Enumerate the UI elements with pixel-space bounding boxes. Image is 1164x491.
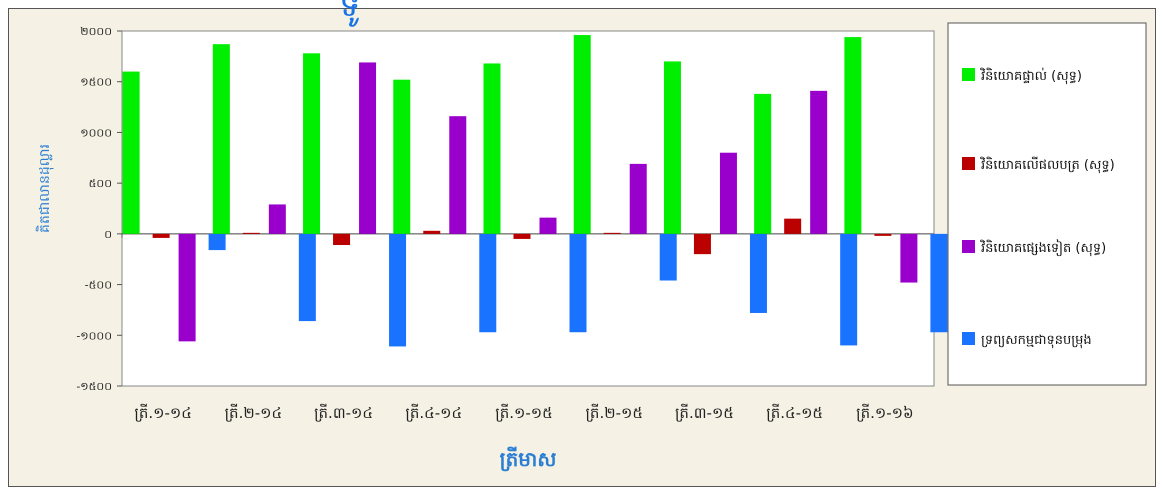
bar bbox=[393, 79, 411, 234]
y-axis: -១៥០០ -១០០០ -៥០០ ០ ៥០០ ១០០០ ១៥០០ ២០០០ bbox=[76, 25, 934, 393]
bar bbox=[749, 233, 767, 313]
x-axis-label: ត្រីមាស bbox=[500, 446, 557, 472]
y-tick-label: -១៥០០ bbox=[76, 380, 112, 393]
bar bbox=[874, 233, 892, 236]
bar bbox=[242, 232, 260, 234]
x-tick-label: ត្រី.២-១៥ bbox=[585, 403, 643, 422]
legend-swatch bbox=[962, 157, 975, 170]
y-tick-label: -៥០០ bbox=[85, 279, 112, 292]
bar bbox=[754, 93, 772, 234]
bar bbox=[152, 233, 170, 238]
legend-items: វិនិយោគផ្ទាល់ (សុទ្ធ) វិនិយោគលើផលបត្រ (សុ… bbox=[962, 67, 1115, 349]
legend-label: វិនិយោគលើផលបត្រ (សុទ្ធ) bbox=[980, 156, 1115, 174]
bar bbox=[930, 233, 948, 333]
bar bbox=[719, 152, 737, 234]
bar bbox=[539, 217, 557, 234]
bars bbox=[122, 35, 948, 347]
bar bbox=[629, 163, 647, 234]
x-tick-label: ត្រី.១-១៦ bbox=[856, 403, 914, 422]
bar bbox=[212, 44, 230, 234]
legend-swatch bbox=[962, 68, 975, 81]
bar bbox=[389, 233, 407, 347]
bar bbox=[122, 71, 140, 234]
bar bbox=[449, 116, 467, 234]
legend-label: ទ្រព្យសកម្មជាទុនបម្រុង bbox=[981, 333, 1092, 349]
x-tick-label: ត្រី.១-១៥ bbox=[495, 403, 553, 422]
y-axis-label: គិតជាលានដុល្លារ bbox=[35, 144, 54, 233]
bar bbox=[513, 233, 531, 239]
plot-area bbox=[121, 30, 935, 387]
legend-label: វិនិយោគផ្សេងទៀត (សុទ្ធ) bbox=[980, 239, 1106, 257]
bar bbox=[303, 53, 321, 234]
bar bbox=[840, 233, 858, 346]
y-tick-label: ៥០០ bbox=[89, 177, 112, 190]
bar bbox=[479, 233, 497, 333]
x-tick-label: ត្រី.៤-១៥ bbox=[766, 403, 823, 422]
bar bbox=[659, 233, 677, 281]
x-tick-label: ត្រី.៤-១៤ bbox=[405, 403, 462, 422]
x-tick-label: ត្រី.២-១៤ bbox=[225, 403, 283, 422]
chart-title-fragment: ទូ bbox=[339, 0, 361, 25]
y-tick-label: -១០០០ bbox=[76, 329, 112, 342]
bar bbox=[844, 37, 862, 234]
y-tick-label: ២០០០ bbox=[80, 25, 112, 38]
bar bbox=[359, 62, 377, 234]
x-tick-label: ត្រី.៣-១៤ bbox=[314, 403, 373, 422]
chart-svg: -១៥០០ -១០០០ -៥០០ ០ ៥០០ ១០០០ ១៥០០ ២០០០ ត្រី.១-១៤… bbox=[35, 22, 1147, 472]
y-tick-label: ១០០០ bbox=[80, 126, 112, 139]
bar bbox=[483, 63, 501, 234]
bar bbox=[178, 233, 196, 342]
legend-swatch bbox=[962, 332, 975, 345]
x-tick-label: ត្រី.៣-១៥ bbox=[675, 403, 734, 422]
legend-label: វិនិយោគផ្ទាល់ (សុទ្ធ) bbox=[980, 67, 1082, 85]
bar bbox=[298, 233, 316, 322]
bar bbox=[810, 90, 828, 234]
chart-frame: ទូ -១៥០០ -១០០០ -៥០០ ០ ៥០០ ១០០០ ១៥០០ ២០០០ ត្រី.១… bbox=[8, 0, 1156, 487]
y-tick-label: ០ bbox=[104, 228, 112, 241]
bar bbox=[333, 233, 351, 246]
x-tick-label: ត្រី.១-១៤ bbox=[134, 403, 192, 422]
bar bbox=[423, 230, 441, 234]
bar bbox=[573, 35, 591, 234]
bar bbox=[663, 61, 681, 234]
bar bbox=[603, 232, 621, 234]
bar bbox=[900, 233, 918, 283]
legend-swatch bbox=[962, 240, 975, 253]
bar bbox=[784, 218, 802, 234]
bar bbox=[208, 233, 226, 251]
bar bbox=[569, 233, 587, 333]
bar bbox=[693, 233, 711, 255]
bar bbox=[268, 204, 286, 234]
legend bbox=[947, 22, 1147, 386]
y-tick-label: ១៥០០ bbox=[80, 76, 112, 89]
x-axis: ត្រី.១-១៤ ត្រី.២-១៤ ត្រី.៣-១៤ ត្រី.៤-១៤ ត្រី… bbox=[121, 233, 935, 422]
